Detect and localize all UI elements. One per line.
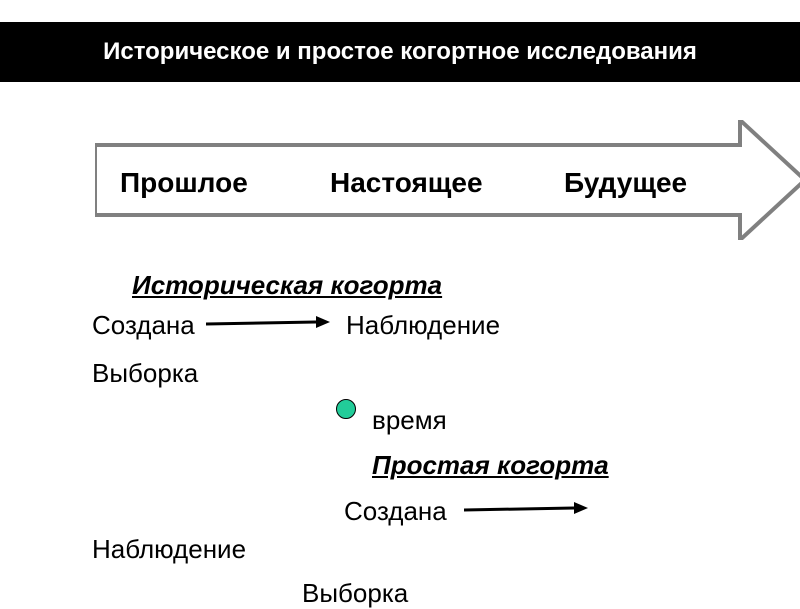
simple-arrow-line	[464, 508, 574, 510]
historical-sample: Выборка	[92, 358, 198, 389]
simple-arrow-head	[574, 502, 588, 514]
title-bar: Историческое и простое когортное исследо…	[0, 22, 800, 82]
timeline-label-future: Будущее	[564, 167, 687, 199]
historical-observed: Наблюдение	[346, 310, 500, 341]
timeline-label-past: Прошлое	[120, 167, 248, 199]
simple-observed: Наблюдение	[92, 534, 246, 565]
time-dot	[336, 399, 356, 419]
simple-created: Создана	[344, 496, 447, 527]
historical-arrow-line	[206, 322, 316, 324]
time-label: время	[372, 405, 447, 436]
timeline-label-present: Настоящее	[330, 167, 483, 199]
simple-arrow	[464, 498, 588, 522]
historical-heading: Историческая когорта	[132, 270, 442, 301]
simple-heading: Простая когорта	[372, 450, 609, 481]
simple-sample: Выборка	[302, 578, 408, 609]
historical-arrow-head	[316, 316, 330, 328]
title-text: Историческое и простое когортное исследо…	[103, 38, 697, 66]
historical-arrow	[206, 312, 330, 336]
historical-created: Создана	[92, 310, 195, 341]
